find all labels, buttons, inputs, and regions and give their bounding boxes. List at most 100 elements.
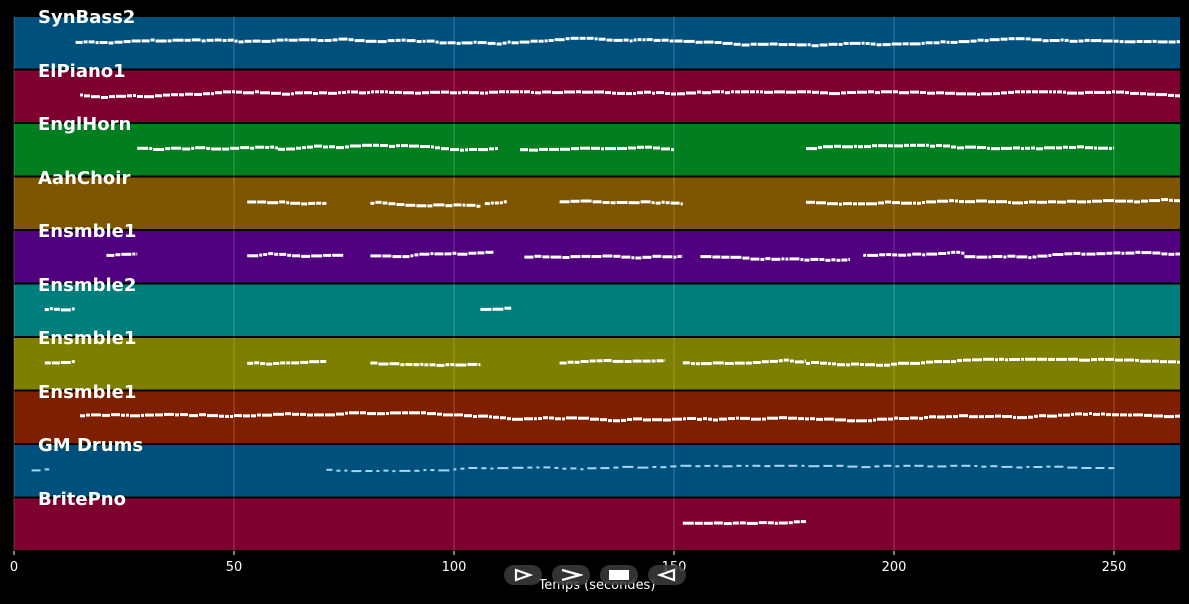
note — [872, 144, 877, 148]
note — [325, 413, 335, 417]
note — [227, 38, 234, 42]
note — [382, 201, 388, 205]
note — [1152, 359, 1159, 363]
note — [779, 416, 787, 420]
note — [420, 362, 424, 366]
track-label: SynBass2 — [38, 7, 136, 28]
note — [287, 253, 292, 257]
note — [580, 468, 584, 471]
note — [936, 144, 942, 147]
note — [44, 361, 51, 365]
note — [511, 41, 519, 45]
note — [804, 258, 810, 262]
note — [600, 418, 607, 422]
note — [898, 361, 909, 365]
note — [279, 252, 287, 256]
note — [719, 417, 727, 421]
note — [377, 412, 385, 416]
note — [967, 92, 976, 96]
x-tick-label: 100 — [441, 560, 467, 575]
rewind-button[interactable] — [648, 565, 686, 585]
note — [592, 200, 602, 204]
note — [467, 362, 478, 366]
note — [1096, 252, 1106, 256]
note — [266, 362, 273, 366]
track-label: ElPiano1 — [38, 60, 126, 82]
note — [53, 307, 60, 311]
note — [1168, 252, 1175, 256]
note — [348, 38, 354, 42]
track-notes — [682, 520, 806, 526]
note — [602, 201, 610, 204]
note — [857, 90, 867, 94]
note — [336, 146, 344, 150]
note — [722, 41, 733, 45]
note — [307, 413, 313, 417]
note — [562, 256, 570, 259]
note — [652, 466, 657, 468]
note — [274, 252, 279, 256]
note — [469, 148, 477, 151]
note — [402, 411, 408, 415]
note — [524, 255, 534, 259]
note — [1106, 251, 1113, 255]
x-tick-label: 50 — [225, 560, 243, 575]
note — [543, 466, 551, 469]
note — [405, 363, 413, 366]
note — [811, 44, 819, 48]
note — [536, 466, 540, 469]
note — [1046, 465, 1051, 468]
note — [290, 201, 301, 205]
note — [1093, 412, 1100, 416]
note — [765, 257, 771, 261]
note — [655, 201, 661, 205]
note — [552, 91, 563, 95]
note — [591, 146, 600, 150]
note — [460, 148, 464, 152]
note — [953, 415, 958, 419]
note — [940, 40, 946, 44]
note — [1048, 357, 1055, 361]
note — [820, 91, 828, 95]
note — [769, 42, 778, 46]
note — [362, 143, 372, 147]
note — [562, 467, 567, 470]
note — [623, 38, 629, 42]
note — [739, 521, 746, 525]
note — [879, 253, 886, 257]
note — [84, 94, 90, 98]
note — [721, 90, 724, 94]
note — [637, 91, 643, 95]
note — [409, 144, 419, 148]
note — [687, 417, 696, 420]
note — [921, 41, 925, 45]
note — [255, 90, 259, 94]
note — [591, 255, 602, 258]
note — [884, 363, 890, 367]
note — [295, 91, 303, 95]
fast-forward-button[interactable] — [552, 565, 590, 585]
note — [901, 201, 912, 205]
note — [149, 147, 153, 150]
note — [798, 417, 804, 421]
note — [328, 91, 337, 95]
note — [453, 468, 457, 471]
note — [44, 468, 50, 471]
note — [215, 91, 222, 95]
note — [230, 415, 233, 418]
note — [326, 468, 333, 471]
note — [704, 464, 711, 467]
note — [736, 416, 739, 420]
note — [544, 39, 548, 43]
note — [950, 40, 958, 44]
note — [1012, 201, 1023, 205]
note — [695, 465, 701, 468]
note — [876, 43, 882, 47]
stop-button[interactable] — [600, 565, 638, 585]
note — [947, 251, 951, 255]
note — [868, 90, 874, 94]
note — [445, 204, 453, 208]
play-button[interactable] — [504, 565, 542, 585]
note — [606, 38, 613, 42]
note — [633, 92, 636, 95]
